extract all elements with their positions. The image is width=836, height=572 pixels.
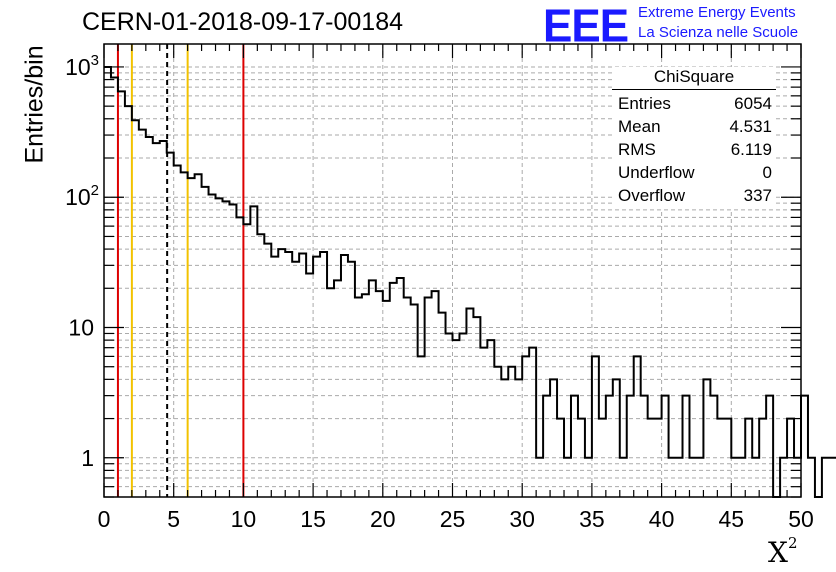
x-tick-label: 35 xyxy=(579,506,605,532)
stats-value: 6054 xyxy=(734,94,772,113)
stats-label: Mean xyxy=(618,117,661,136)
y-tick-exponent: 3 xyxy=(91,52,99,69)
y-tick-exponent: 2 xyxy=(91,182,99,199)
chart-title: CERN-01-2018-09-17-00184 xyxy=(82,8,404,36)
y-tick-label: 1 xyxy=(81,445,94,471)
x-tick-label: 45 xyxy=(719,506,745,532)
stats-value: 0 xyxy=(762,163,772,182)
x-tick-label: 20 xyxy=(370,506,396,532)
stats-row: Entries 6054 xyxy=(612,94,776,117)
eee-logo: EEE xyxy=(543,0,629,53)
stats-box: ChiSquare Entries 6054 Mean 4.531 RMS 6.119… xyxy=(612,67,776,209)
x-tick-label: 0 xyxy=(98,506,111,532)
x-tick-label: 30 xyxy=(509,506,535,532)
stats-title: ChiSquare xyxy=(612,67,776,90)
axis-ticks xyxy=(103,44,802,498)
stats-label: Entries xyxy=(618,94,671,113)
x-tick-label: 5 xyxy=(167,506,180,532)
x-tick-label: 15 xyxy=(300,506,326,532)
x-axis-label-base: X xyxy=(768,536,788,569)
stats-value: 337 xyxy=(743,186,772,205)
stats-row: Underflow 0 xyxy=(612,163,776,186)
stats-row: Overflow 337 xyxy=(612,186,776,209)
x-tick-label: 10 xyxy=(231,506,257,532)
stats-label: RMS xyxy=(618,140,656,159)
logo-text-line2: La Scienza nelle Scuole xyxy=(638,24,799,41)
stats-row: RMS 6.119 xyxy=(612,140,776,163)
stats-label: Underflow xyxy=(618,163,695,182)
y-tick-label: 10 xyxy=(68,315,94,341)
x-tick-label: 40 xyxy=(649,506,675,532)
x-axis-label-exponent: 2 xyxy=(787,534,798,552)
histogram-series xyxy=(104,65,836,498)
x-tick-label: 25 xyxy=(440,506,466,532)
y-axis-label: Entries/bin xyxy=(20,45,49,164)
y-tick-label: 102 xyxy=(65,182,99,210)
y-tick-label: 103 xyxy=(65,52,99,80)
stats-label: Overflow xyxy=(618,186,686,205)
marker-lines xyxy=(116,44,245,497)
stats-value: 4.531 xyxy=(729,117,772,136)
stats-row: Mean 4.531 xyxy=(612,117,776,140)
stats-value: 6.119 xyxy=(730,140,772,159)
x-axis-label: X2 xyxy=(768,534,798,569)
x-tick-label: 50 xyxy=(788,506,814,532)
logo-text-line1: Extreme Energy Events xyxy=(638,4,796,21)
